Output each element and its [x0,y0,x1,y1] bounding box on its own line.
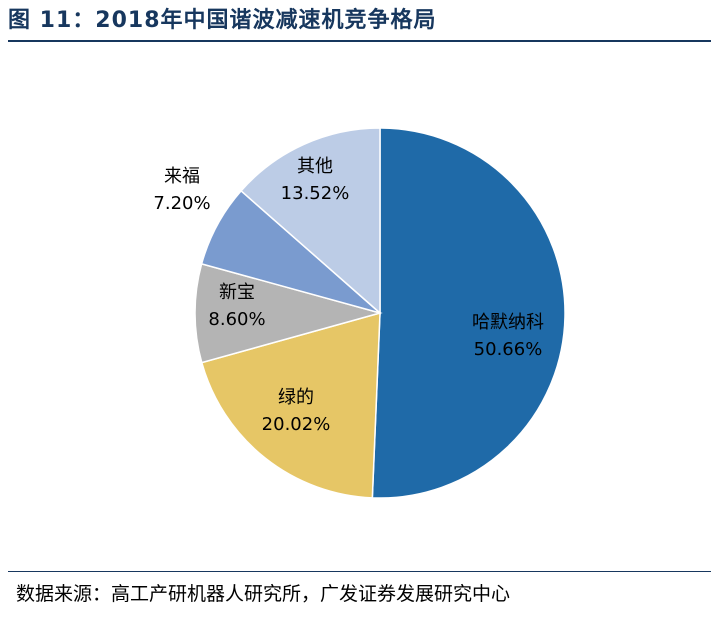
pie-slice-3 [194,262,383,364]
slice-name-label: 哈默纳科 [472,312,544,333]
slice-name-label: 绿的 [278,387,314,408]
title-divider [8,40,711,42]
pie-slice-2 [200,312,381,499]
slice-value-label: 20.02% [262,414,331,435]
source-note: 数据来源：高工产研机器人研究所，广发证券发展研究中心 [16,583,511,605]
pie-slice-1 [371,127,566,499]
slice-value-label: 50.66% [474,339,543,360]
slice-value-label: 8.60% [208,309,265,330]
slice-value-label: 7.20% [153,193,210,214]
slice-value-label: 13.52% [281,183,350,204]
figure-title: 图 11：2018年中国谐波减速机竞争格局 [8,8,437,33]
slice-name-label: 新宝 [219,282,255,303]
pie-slice-5 [240,127,381,315]
source-divider [8,571,711,572]
slice-name-label: 其他 [297,156,333,177]
slice-name-label: 来福 [164,166,200,187]
